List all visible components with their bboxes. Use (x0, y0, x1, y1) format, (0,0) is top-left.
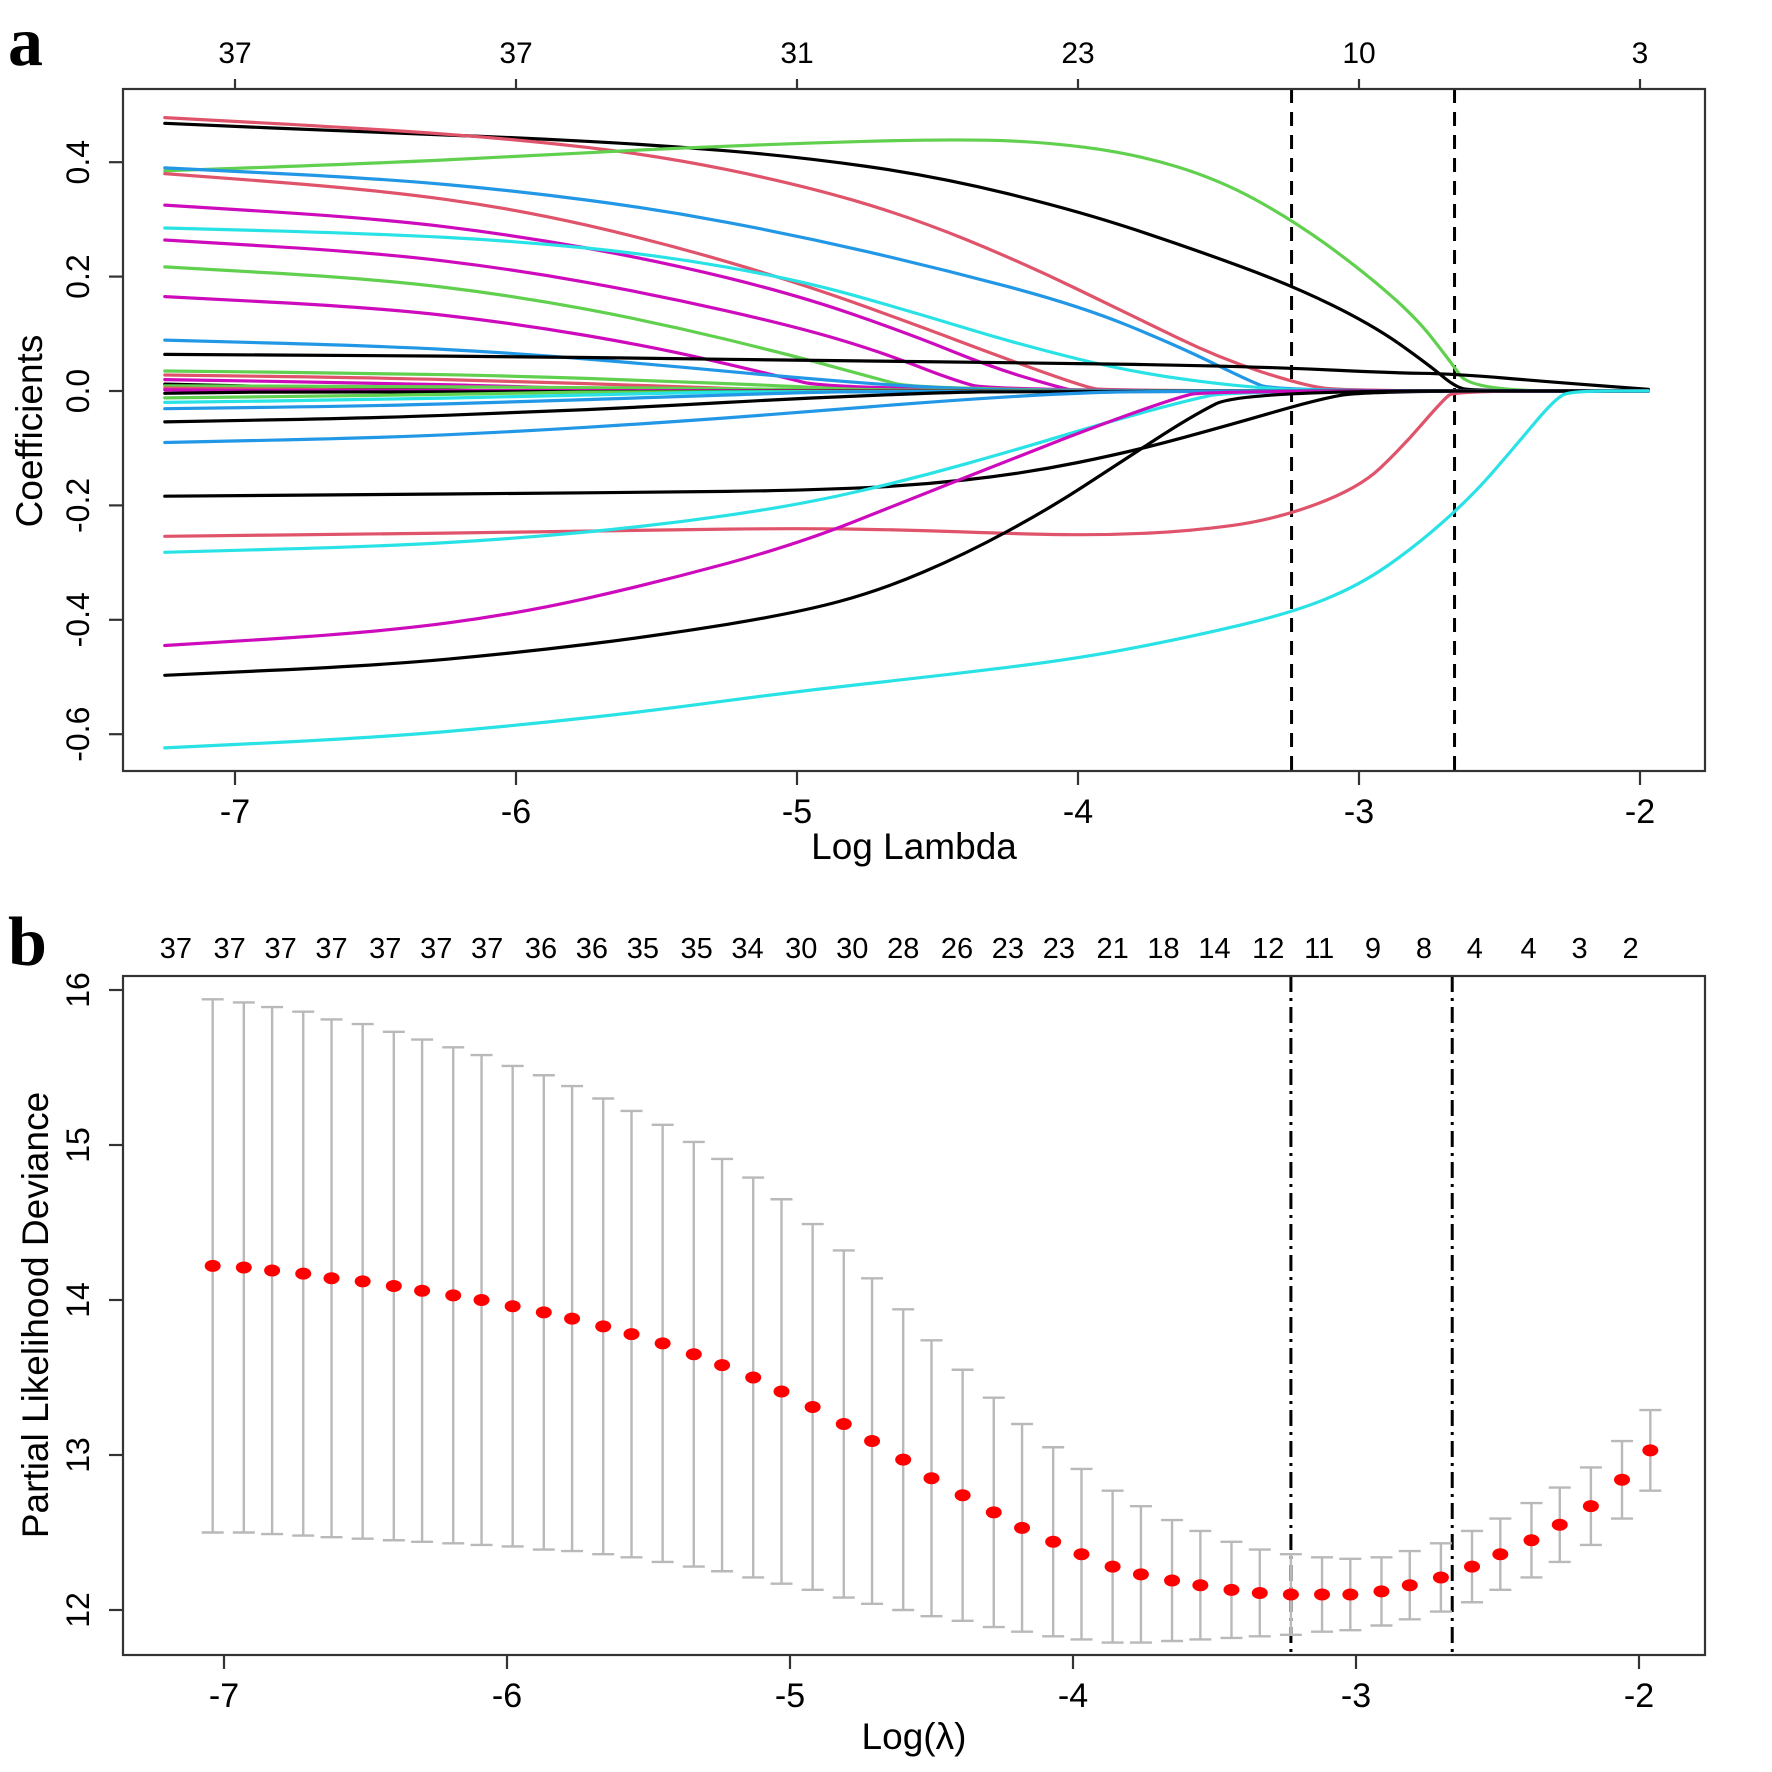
xaxis-label-log-lambda: Log Lambda (811, 826, 1017, 867)
svg-text:-7: -7 (220, 793, 250, 831)
svg-text:21: 21 (1096, 933, 1128, 965)
svg-text:18: 18 (1147, 933, 1179, 965)
svg-text:-0.2: -0.2 (60, 478, 96, 533)
svg-text:30: 30 (785, 933, 817, 965)
svg-text:-6: -6 (492, 1677, 522, 1715)
svg-text:37: 37 (369, 933, 401, 965)
svg-text:-0.6: -0.6 (60, 707, 96, 762)
svg-text:-3: -3 (1341, 1677, 1371, 1715)
svg-text:3: 3 (1632, 37, 1649, 70)
svg-text:-4: -4 (1063, 793, 1093, 831)
svg-text:-4: -4 (1058, 1677, 1088, 1715)
svg-text:10: 10 (1342, 37, 1375, 70)
svg-text:9: 9 (1365, 933, 1381, 965)
svg-text:4: 4 (1521, 933, 1537, 965)
svg-text:-6: -6 (501, 793, 531, 831)
svg-text:30: 30 (836, 933, 868, 965)
svg-text:14: 14 (1198, 933, 1230, 965)
svg-text:-2: -2 (1625, 793, 1655, 831)
svg-text:36: 36 (576, 933, 608, 965)
svg-text:26: 26 (941, 933, 973, 965)
svg-text:37: 37 (471, 933, 503, 965)
svg-text:0.0: 0.0 (60, 369, 96, 413)
svg-text:23: 23 (992, 933, 1024, 965)
svg-text:35: 35 (627, 933, 659, 965)
svg-text:2: 2 (1622, 933, 1638, 965)
svg-text:12: 12 (1252, 933, 1284, 965)
svg-text:-2: -2 (1624, 1677, 1654, 1715)
svg-text:0.2: 0.2 (60, 254, 96, 298)
svg-text:23: 23 (1061, 37, 1094, 70)
svg-text:-5: -5 (775, 1677, 805, 1715)
svg-text:12: 12 (60, 1592, 96, 1628)
svg-text:-5: -5 (782, 793, 812, 831)
svg-text:28: 28 (887, 933, 919, 965)
svg-text:37: 37 (214, 933, 246, 965)
svg-text:15: 15 (60, 1127, 96, 1163)
svg-text:8: 8 (1416, 933, 1432, 965)
svg-text:14: 14 (60, 1282, 96, 1318)
svg-text:-3: -3 (1344, 793, 1374, 831)
svg-text:0.4: 0.4 (60, 140, 96, 184)
svg-text:13: 13 (60, 1437, 96, 1473)
svg-text:-7: -7 (209, 1677, 239, 1715)
panel-b-label: b (8, 904, 47, 981)
svg-text:35: 35 (680, 933, 712, 965)
panel-a-label: a (8, 4, 43, 81)
svg-text:16: 16 (60, 972, 96, 1008)
svg-text:37: 37 (499, 37, 532, 70)
svg-text:3: 3 (1571, 933, 1587, 965)
svg-text:11: 11 (1304, 933, 1334, 965)
svg-text:37: 37 (315, 933, 347, 965)
svg-text:36: 36 (525, 933, 557, 965)
svg-text:34: 34 (731, 933, 763, 965)
svg-text:31: 31 (780, 37, 813, 70)
svg-text:37: 37 (218, 37, 251, 70)
svg-text:4: 4 (1467, 933, 1483, 965)
svg-text:-0.4: -0.4 (60, 592, 96, 647)
xaxis-label-log-lambda-b: Log(λ) (861, 1716, 967, 1757)
svg-text:37: 37 (264, 933, 296, 965)
svg-text:37: 37 (420, 933, 452, 965)
svg-text:37: 37 (160, 933, 192, 965)
svg-text:23: 23 (1043, 933, 1075, 965)
